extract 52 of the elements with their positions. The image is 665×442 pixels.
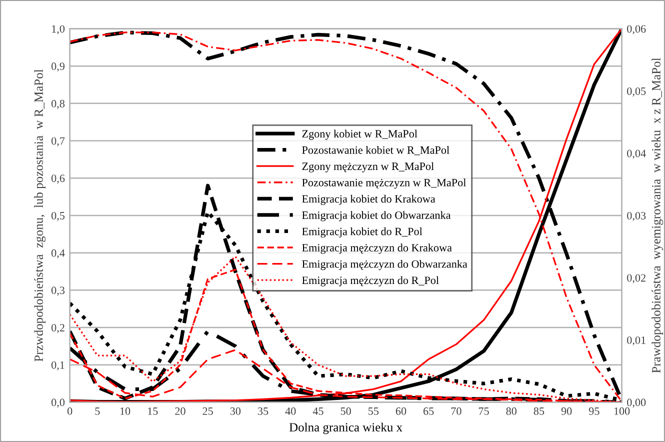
legend-label: Emigracja mężczyzn do Krakowa: [302, 244, 452, 254]
legend-label: Emigracja kobiet do R_Pol: [302, 227, 422, 238]
legend-label: Pozostawanie kobiet w R_MaPol: [302, 146, 450, 156]
legend-label: Zgony kobiet w R_MaPol: [302, 130, 418, 140]
y-tick-label: 0,9: [52, 62, 65, 72]
y-tick-label: 0,0: [52, 398, 65, 408]
y2-tick-label: 0,05: [627, 87, 646, 97]
x-tick-label: 15: [148, 407, 158, 415]
x-tick-label: 100: [614, 407, 630, 415]
x-tick-label: 5: [95, 408, 100, 415]
y2-tick-label: 0,03: [627, 212, 646, 222]
y-tick-label: 0,1: [52, 361, 64, 370]
x-tick-label: 20: [175, 407, 186, 415]
x-tick-label: 70: [451, 407, 462, 415]
y2-axis-title: Prawdopodobieństwa wyemigrowania w wieku x z R_MaPol: [652, 58, 664, 373]
x-tick-label: 50: [340, 407, 351, 415]
x-tick-label: 45: [312, 407, 324, 415]
legend-label: Pozostawanie mężczyzn w R_MaPol: [302, 178, 466, 189]
y-tick-label: 0,2: [52, 324, 64, 334]
y2-tick-label: 0,04: [627, 150, 646, 159]
x-tick-label: 55: [368, 408, 379, 415]
x-tick-label: 95: [588, 407, 600, 415]
y-tick-label: 0,7: [52, 137, 65, 146]
legend-label: Emigracja kobiet do Obwarzanka: [302, 211, 451, 222]
x-tick-label: 75: [478, 408, 489, 415]
x-tick-label: 60: [396, 407, 406, 415]
y2-tick-label: 0,02: [627, 274, 646, 284]
x-tick-label: 30: [230, 407, 241, 415]
legend-label: Emigracja mężczyzn do R_Pol: [302, 276, 439, 286]
y2-tick-label: 0,00: [627, 398, 646, 408]
legend-label: Zgony mężczyzn w R_MaPol: [302, 162, 434, 172]
x-tick-label: 85: [534, 407, 544, 415]
legend-label: Emigracja kobiet do Krakowa: [302, 194, 436, 205]
x-tick-label: 0: [67, 407, 72, 415]
y-tick-label: 0,6: [52, 174, 65, 184]
x-tick-label: 65: [424, 407, 434, 415]
y-tick-label: 0,3: [52, 286, 65, 296]
x-tick-label: 25: [202, 407, 213, 415]
y-axis-title: Przwdopodobieństwa zgonu, lub pozostania w R_MaPol: [34, 69, 46, 362]
y2-tick-label: 0,06: [627, 25, 646, 34]
y-tick-label: 0,5: [52, 212, 65, 222]
x-tick-label: 80: [506, 407, 517, 415]
x-tick-label: 40: [285, 407, 296, 415]
x-tick-label: 10: [120, 407, 130, 415]
y2-tick-label: 0,01: [627, 336, 646, 346]
legend-label: Emigracja mężczyzn do Obwarzanka: [302, 260, 468, 270]
x-axis-title: Dolna granica wieku x: [289, 422, 402, 434]
y-tick-label: 0,8: [52, 100, 65, 109]
x-tick-label: 35: [258, 407, 268, 415]
y-tick-label: 0,4: [52, 249, 65, 258]
x-tick-label: 90: [561, 407, 572, 415]
y-tick-label: 1,0: [52, 25, 65, 34]
